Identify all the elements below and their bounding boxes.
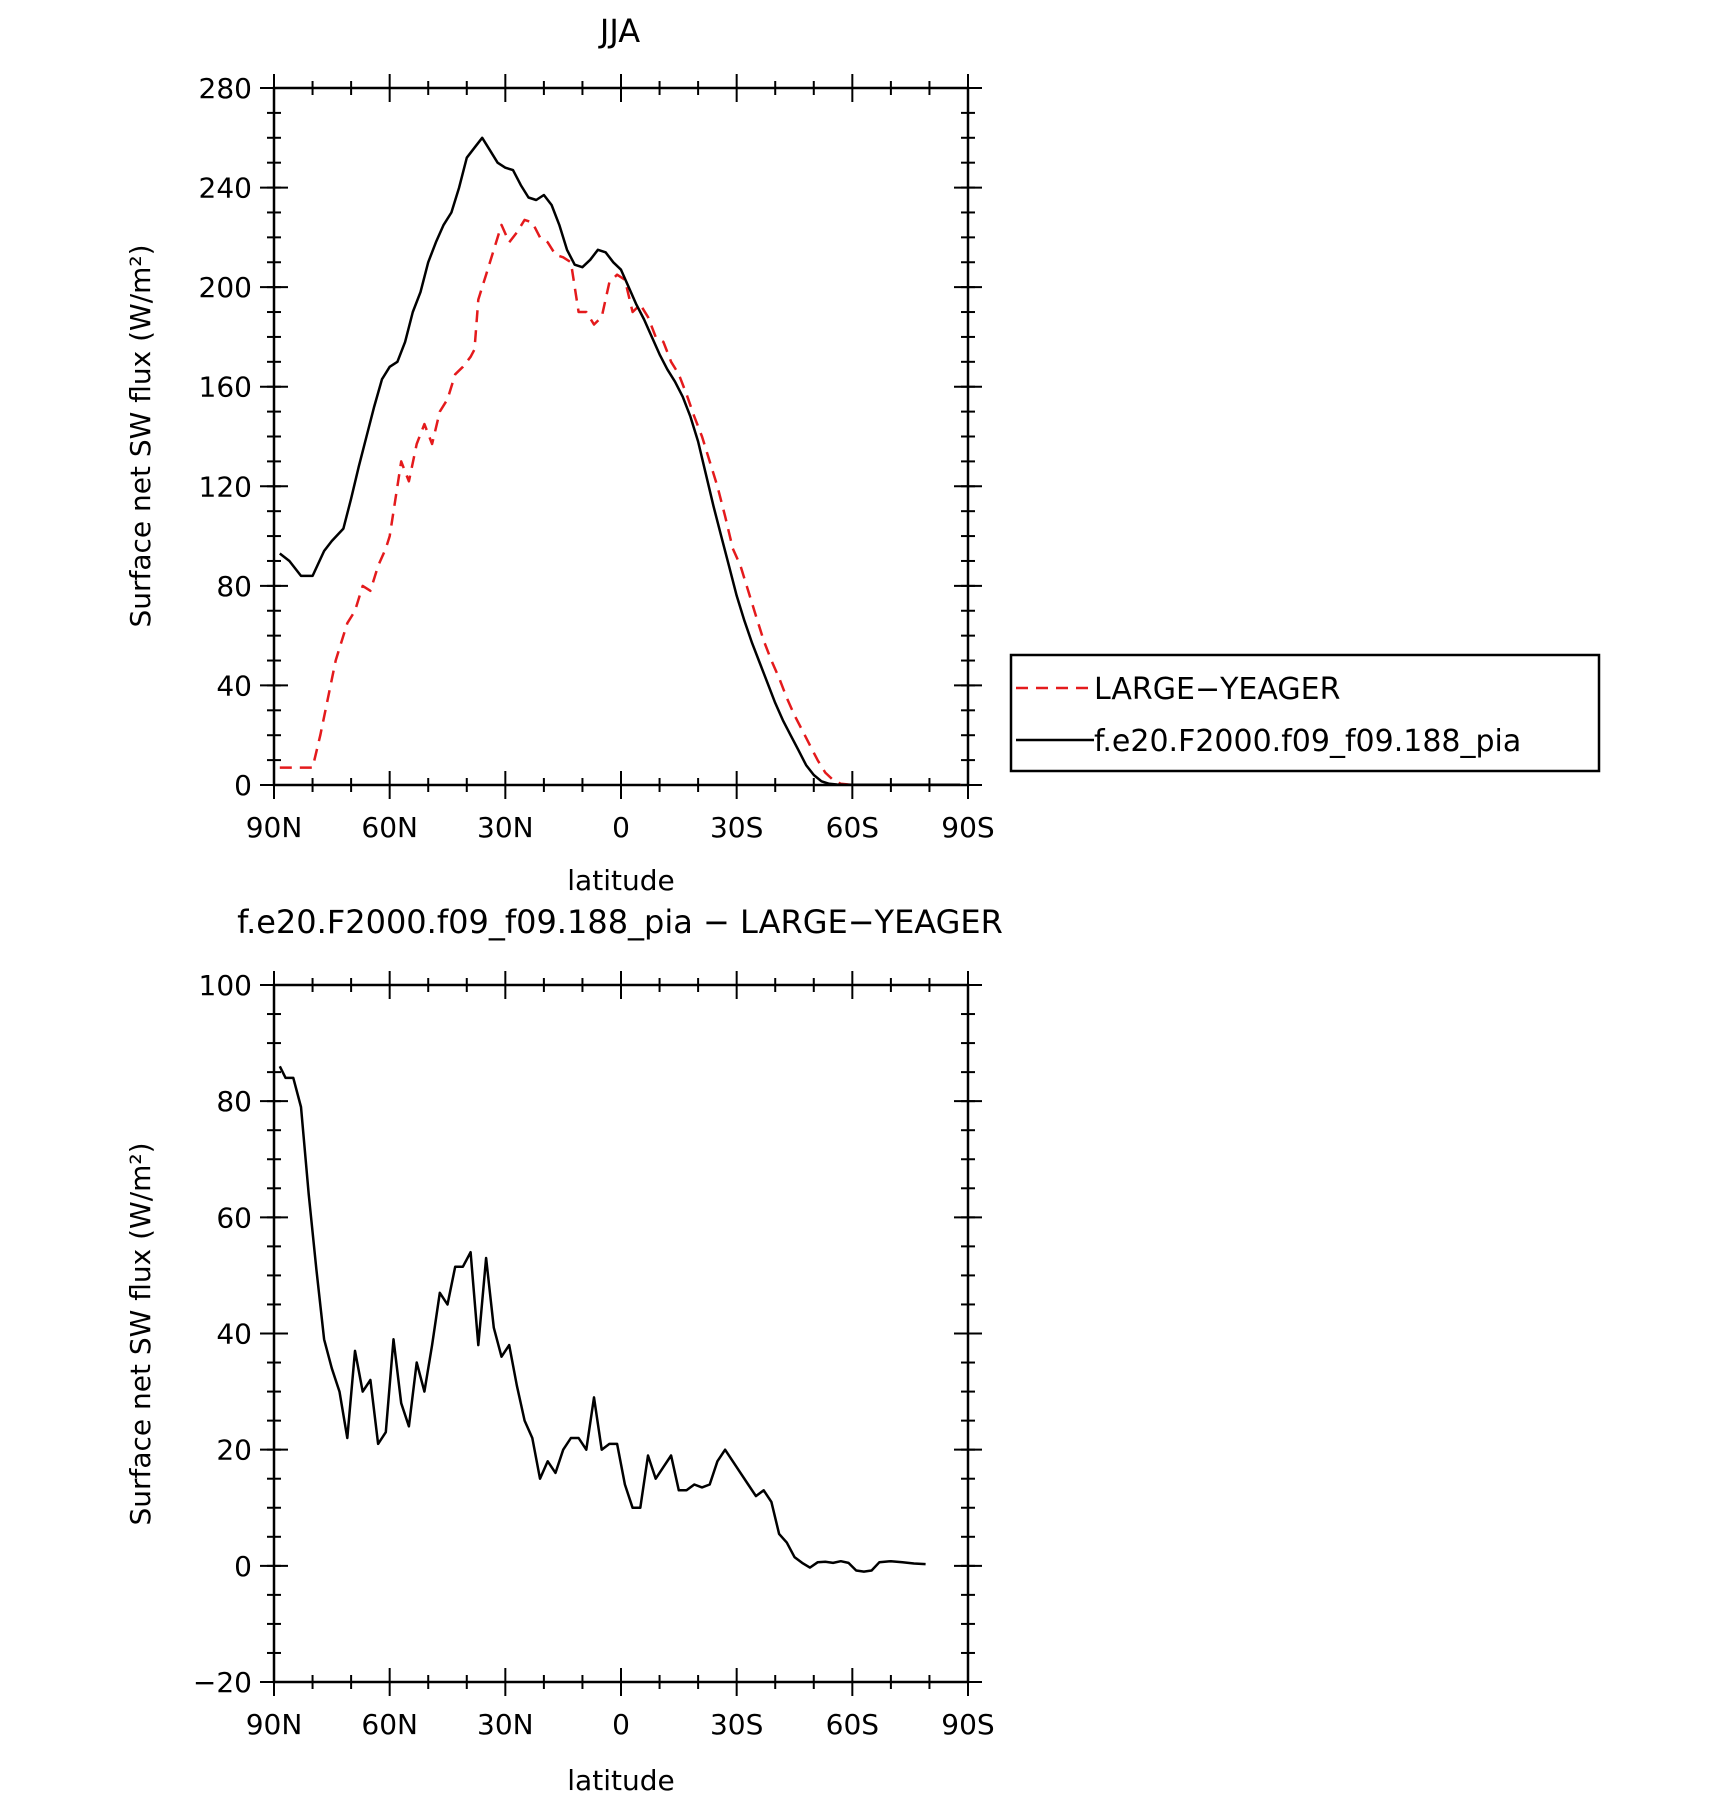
x-tick-label: 30S	[710, 811, 763, 844]
top-chart-title: JJA	[598, 12, 640, 50]
bottom-chart-frame	[272, 983, 970, 1684]
series-line-0	[278, 1065, 926, 1573]
y-tick-label: 120	[199, 470, 252, 503]
top-chart-frame	[272, 86, 970, 787]
bottom-chart-ylabel: Surface net SW flux (W/m²)	[124, 1142, 157, 1525]
x-tick-label: 90S	[941, 811, 994, 844]
y-tick-label: 160	[199, 371, 252, 404]
bottom-chart: f.e20.F2000.f09_f09.188_pia − LARGE−YEAG…	[124, 903, 1003, 1797]
y-tick-label: 40	[216, 669, 252, 702]
y-tick-label: 280	[199, 72, 252, 105]
bottom-chart-lines	[278, 1065, 926, 1573]
legend-label-model: f.e20.F2000.f09_f09.188_pia	[1094, 724, 1521, 759]
legend-box	[1009, 653, 1601, 773]
y-tick-label: 0	[234, 1550, 252, 1583]
bottom-chart-title: f.e20.F2000.f09_f09.188_pia − LARGE−YEAG…	[237, 903, 1003, 941]
legend: LARGE−YEAGER f.e20.F2000.f09_f09.188_pia	[1009, 653, 1601, 773]
x-tick-label: 90N	[246, 1708, 303, 1741]
y-tick-label: 80	[216, 570, 252, 603]
x-tick-label: 60N	[361, 1708, 418, 1741]
x-tick-label: 30N	[477, 1708, 534, 1741]
top-chart-y-ticks: 0 40 80 120 160 200 240 280	[199, 72, 982, 802]
y-tick-label: −20	[193, 1666, 252, 1699]
bottom-chart-x-ticks: 90N 60N 30N 0 30S 60S 90S	[246, 971, 995, 1741]
top-chart-x-ticks: 90N 60N 30N 0 30S 60S 90S	[246, 74, 995, 844]
x-tick-label: 30N	[477, 811, 534, 844]
top-chart-xlabel: latitude	[567, 864, 674, 897]
y-tick-label: 60	[216, 1201, 252, 1234]
x-tick-label: 90S	[941, 1708, 994, 1741]
y-tick-label: 100	[199, 969, 252, 1002]
x-tick-label: 90N	[246, 811, 303, 844]
x-tick-label: 60N	[361, 811, 418, 844]
legend-label-large-yeager: LARGE−YEAGER	[1094, 672, 1340, 707]
y-tick-label: 0	[234, 769, 252, 802]
bottom-chart-y-ticks: −20 0 20 40 60 80 100	[193, 969, 982, 1699]
y-tick-label: 200	[199, 271, 252, 304]
x-tick-label: 30S	[710, 1708, 763, 1741]
y-tick-label: 20	[216, 1434, 252, 1467]
top-chart-ylabel: Surface net SW flux (W/m²)	[124, 244, 157, 627]
x-tick-label: 0	[612, 811, 630, 844]
y-tick-label: 240	[199, 172, 252, 205]
top-chart: JJA 0 40 80 120 160 200 240 280 90N 60N 30N 0 30S 60…	[124, 12, 1601, 897]
y-tick-label: 80	[216, 1085, 252, 1118]
x-tick-label: 60S	[826, 1708, 879, 1741]
x-tick-label: 60S	[826, 811, 879, 844]
y-tick-label: 40	[216, 1318, 252, 1351]
series-line-0	[279, 218, 961, 787]
x-tick-label: 0	[612, 1708, 630, 1741]
top-chart-lines	[279, 136, 961, 787]
bottom-chart-xlabel: latitude	[567, 1764, 674, 1797]
series-line-1	[279, 136, 961, 787]
